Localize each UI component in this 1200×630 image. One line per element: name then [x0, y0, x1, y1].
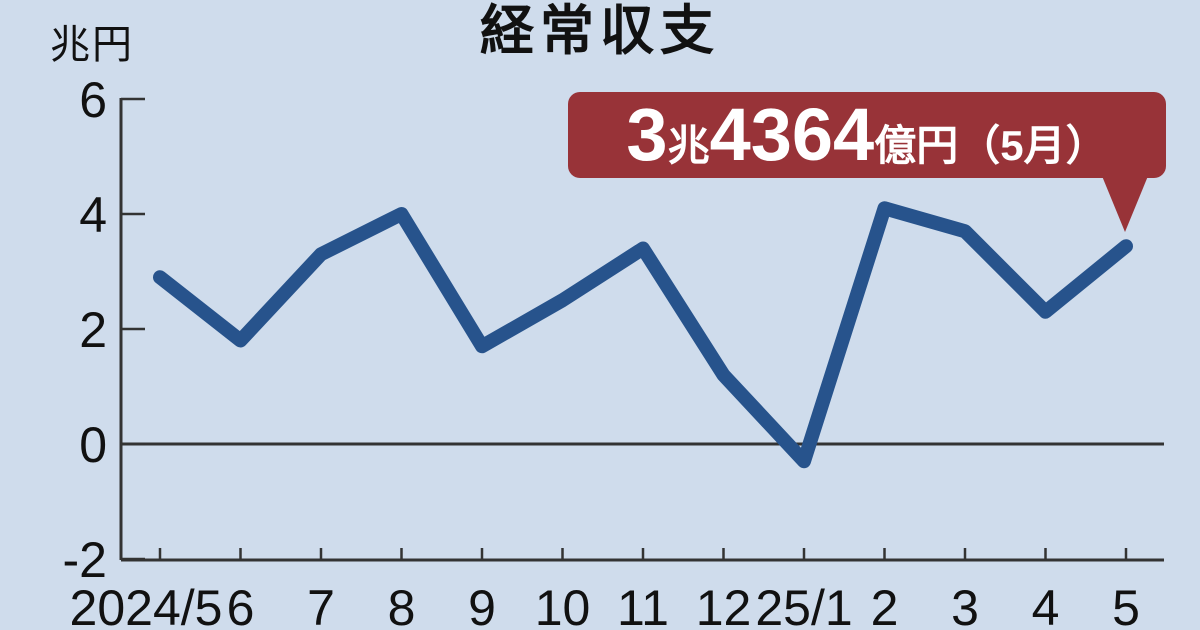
x-tick-label: 7 [307, 580, 335, 630]
annotation-badge: 3兆4364億円（5月） [568, 92, 1166, 232]
x-tick-label: 2024/5 [70, 580, 223, 630]
badge-value-trillions: 3 [626, 93, 668, 176]
y-axis-unit-label: 兆円 [50, 23, 134, 67]
x-tick-label: 2 [871, 580, 899, 630]
x-tick-label: 8 [388, 580, 416, 630]
x-tick-label: 6 [227, 580, 255, 630]
y-tick-label: 6 [79, 72, 107, 128]
badge-unit-trillion: 兆 [667, 122, 710, 169]
x-tick-label: 12 [696, 580, 752, 630]
x-tick-label: 3 [951, 580, 979, 630]
y-tick-label: 0 [79, 417, 107, 473]
y-tick-label: 2 [79, 302, 107, 358]
badge-pointer-tail [1102, 176, 1148, 232]
current-account-line [153, 201, 1133, 469]
badge-value-hundred-millions: 4364 [709, 93, 875, 176]
y-tick-label: 4 [79, 187, 107, 243]
x-tick-label: 10 [535, 580, 591, 630]
chart-title: 経常収支 [480, 1, 720, 61]
x-tick-label: 11 [617, 580, 669, 630]
y-tick-label: -2 [63, 532, 107, 588]
x-tick-label: 25/1 [755, 580, 852, 630]
x-tick-label: 9 [468, 580, 496, 630]
x-tick-label: 5 [1112, 580, 1140, 630]
x-tick-label: 4 [1032, 580, 1060, 630]
badge-unit-month: 億円（5月） [874, 122, 1108, 169]
